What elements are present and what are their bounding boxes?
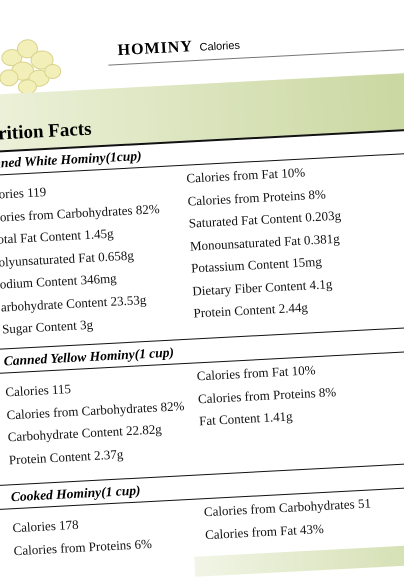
nutrient-left: odium Content 346mg [0,270,117,292]
nutrient-right: Calories from Proteins 8% [187,185,327,209]
nutrient-right: Calories from Carbohydrates 51 [203,495,372,520]
sections: nned White Hominy(1cup) lories 119 lories … [0,0,404,558]
nutrient-left: Calories 178 [12,516,79,536]
page: HOMINY Calories trition Facts nned White… [0,38,404,577]
footer-band [194,543,404,577]
nutrient-left: Calories from Proteins 6% [13,535,153,558]
nutrient-left: otal Fat Content 1.45g [0,225,114,247]
nutrient-left: Protein Content 2.37g [8,445,124,467]
nutrient-left: Carbohydrate Content 22.82g [7,421,163,445]
nutrient-left: Calories 115 [4,381,72,400]
hominy-image [0,39,62,95]
nutrient-left: lories 119 [0,184,47,202]
nutrient-left: Sugar Content 3g [1,316,94,337]
nutrient-left: arbohydrate Content 23.53g [0,291,147,315]
nutrient-right: Protein Content 2.44g [193,299,309,321]
page-title: HOMINY [117,38,194,60]
nutrient-right: Dietary Fiber Content 4.1g [191,275,333,299]
nutrient-right: Saturated Fat Content 0.203g [188,207,342,231]
nutrient-right: Calories from Fat 10% [196,362,316,384]
nutrient-right: Potassium Content 15mg [190,253,323,276]
nutrient-left: olyunsaturated Fat 0.658g [0,247,135,270]
nutrient-right: Monounsaturated Fat 0.381g [189,230,341,254]
nutrient-left: Calories from Carbohydrates 82% [6,397,185,422]
nutrient-left: lories from Carbohydrates 82% [0,200,160,225]
nutrient-right: Fat Content 1.41g [198,408,293,429]
page-subtitle: Calories [199,39,241,54]
nutrient-right: Calories from Proteins 8% [197,383,337,406]
nutrient-right: Calories from Fat 43% [204,520,325,542]
nutrient-right: Calories from Fat 10% [186,164,306,186]
